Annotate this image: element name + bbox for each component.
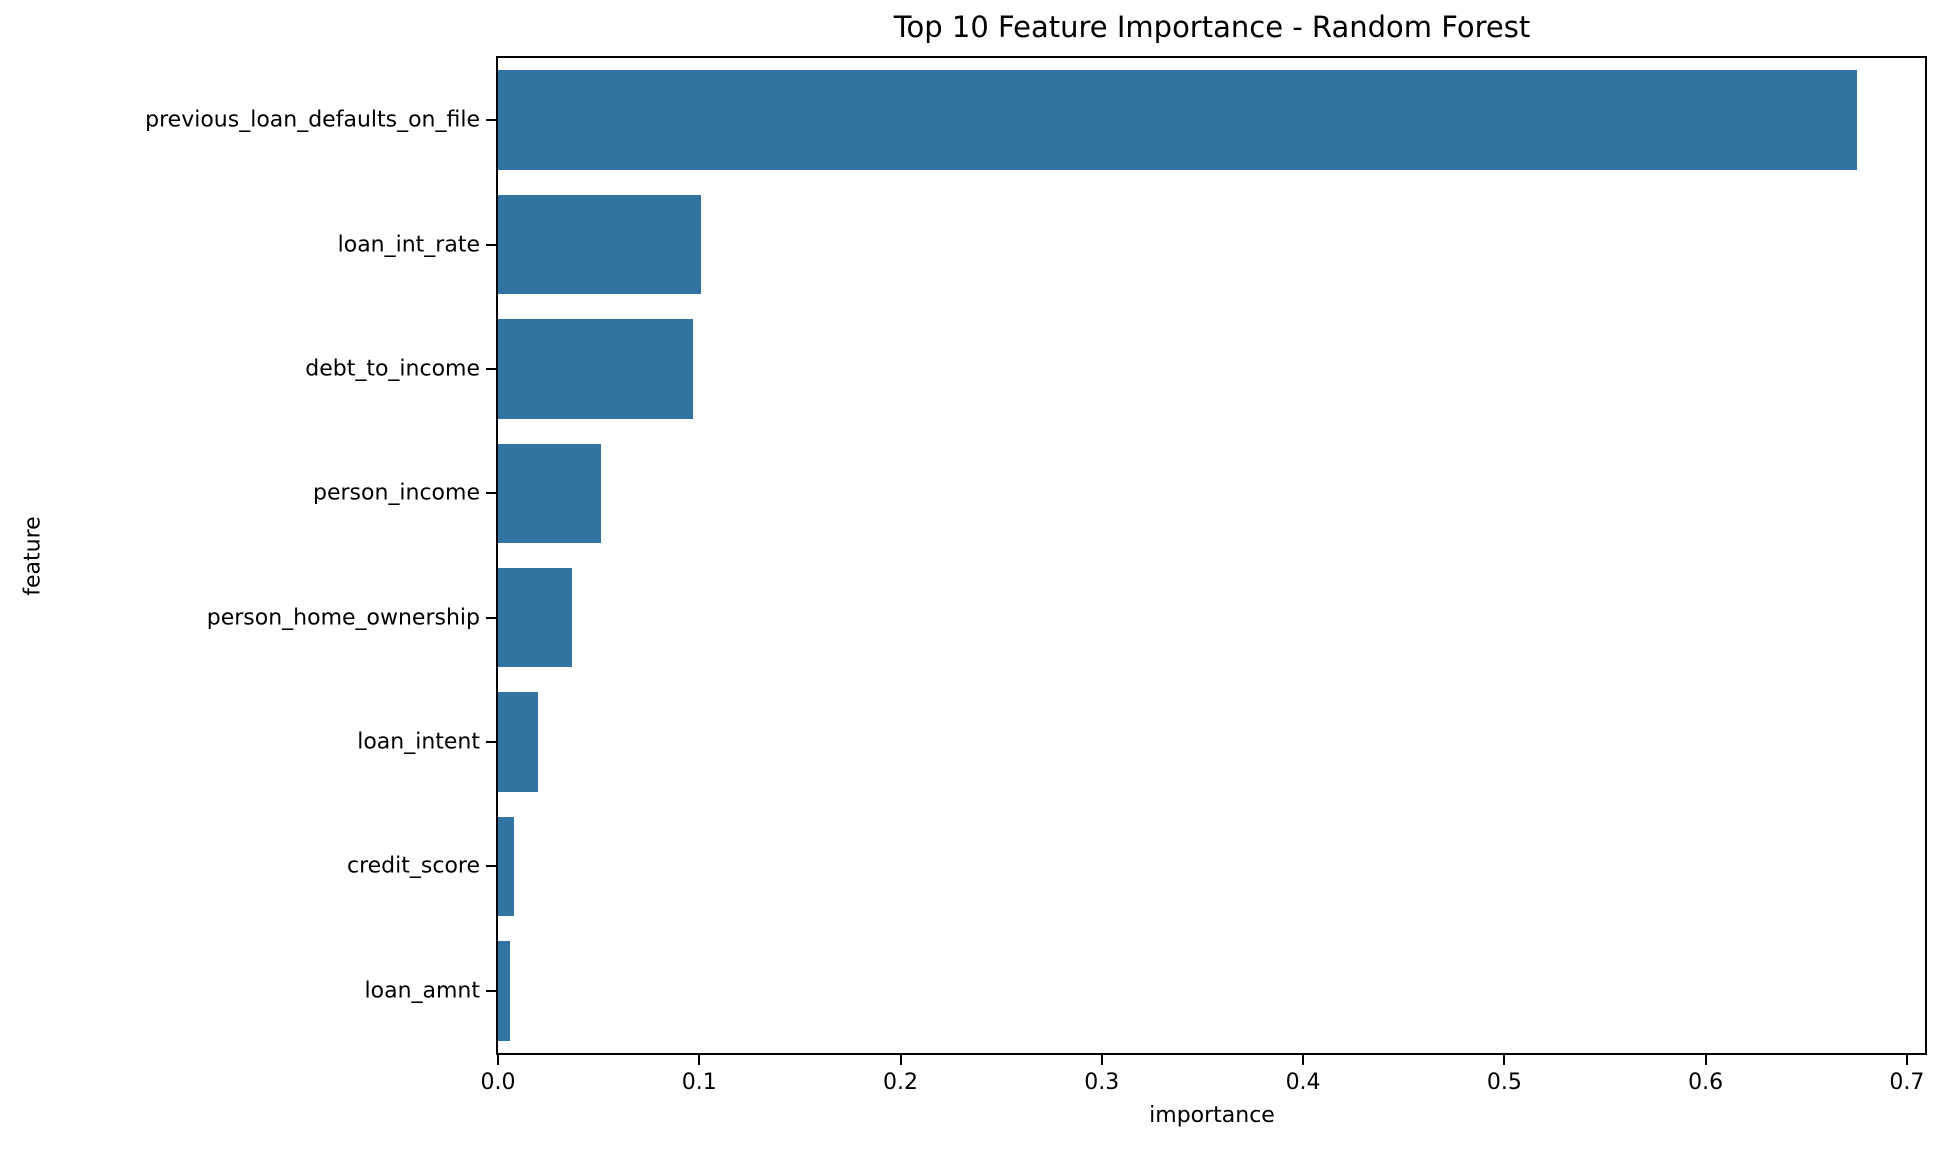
y-tick-label-person_home_ownership: person_home_ownership [206,605,480,631]
x-tick-label-0.3: 0.3 [1084,1070,1120,1095]
y-tick-mark-person_home_ownership [486,616,496,619]
bar-debt_to_income [498,319,694,419]
x-tick-mark-0.2 [899,1055,902,1065]
x-tick-mark-0.7 [1905,1055,1908,1065]
y-tick-mark-credit_score [486,865,496,868]
x-tick-mark-0.3 [1100,1055,1103,1065]
x-tick-mark-0.4 [1302,1055,1305,1065]
bar-previous_loan_defaults_on_file [498,70,1857,170]
x-tick-label-0.6: 0.6 [1688,1070,1724,1095]
y-tick-mark-debt_to_income [486,367,496,370]
y-tick-mark-loan_int_rate [486,243,496,246]
y-axis-label: feature [20,516,46,596]
x-tick-mark-0.1 [698,1055,701,1065]
x-tick-label-0.7: 0.7 [1889,1070,1925,1095]
y-tick-mark-person_income [486,492,496,495]
bar-credit_score [498,816,515,917]
y-tick-label-loan_int_rate: loan_int_rate [337,232,480,258]
x-tick-label-0.2: 0.2 [883,1070,919,1095]
y-tick-mark-previous_loan_defaults_on_file [486,119,496,122]
x-tick-mark-0.5 [1503,1055,1506,1065]
bar-person_income [498,443,601,544]
x-tick-label-0.5: 0.5 [1486,1070,1522,1095]
y-tick-label-loan_amnt: loan_amnt [364,978,480,1004]
x-tick-label-0.1: 0.1 [681,1070,717,1095]
x-tick-mark-0.6 [1704,1055,1707,1065]
bar-loan_amnt [498,941,511,1041]
y-tick-label-debt_to_income: debt_to_income [305,356,480,382]
y-tick-label-credit_score: credit_score [346,853,480,879]
plot-area: previous_loan_defaults_on_file loan_int_r… [145,56,1927,1095]
bar-loan_intent [498,692,539,792]
y-tick-label-previous_loan_defaults_on_file: previous_loan_defaults_on_file [145,107,480,133]
x-tick-label-0.4: 0.4 [1285,1070,1321,1095]
x-axis-label: importance [1149,1103,1275,1128]
y-tick-label-person_income: person_income [313,480,480,506]
x-tick-mark-0.0 [497,1055,499,1065]
y-tick-mark-loan_amnt [486,989,496,992]
bar-person_home_ownership [498,567,573,668]
y-tick-mark-loan_intent [486,741,496,744]
y-tick-label-loan_intent: loan_intent [357,729,480,755]
chart-title: Top 10 Feature Importance - Random Fores… [893,10,1531,44]
x-tick-label-0.0: 0.0 [480,1070,516,1095]
bar-loan_int_rate [498,194,702,295]
